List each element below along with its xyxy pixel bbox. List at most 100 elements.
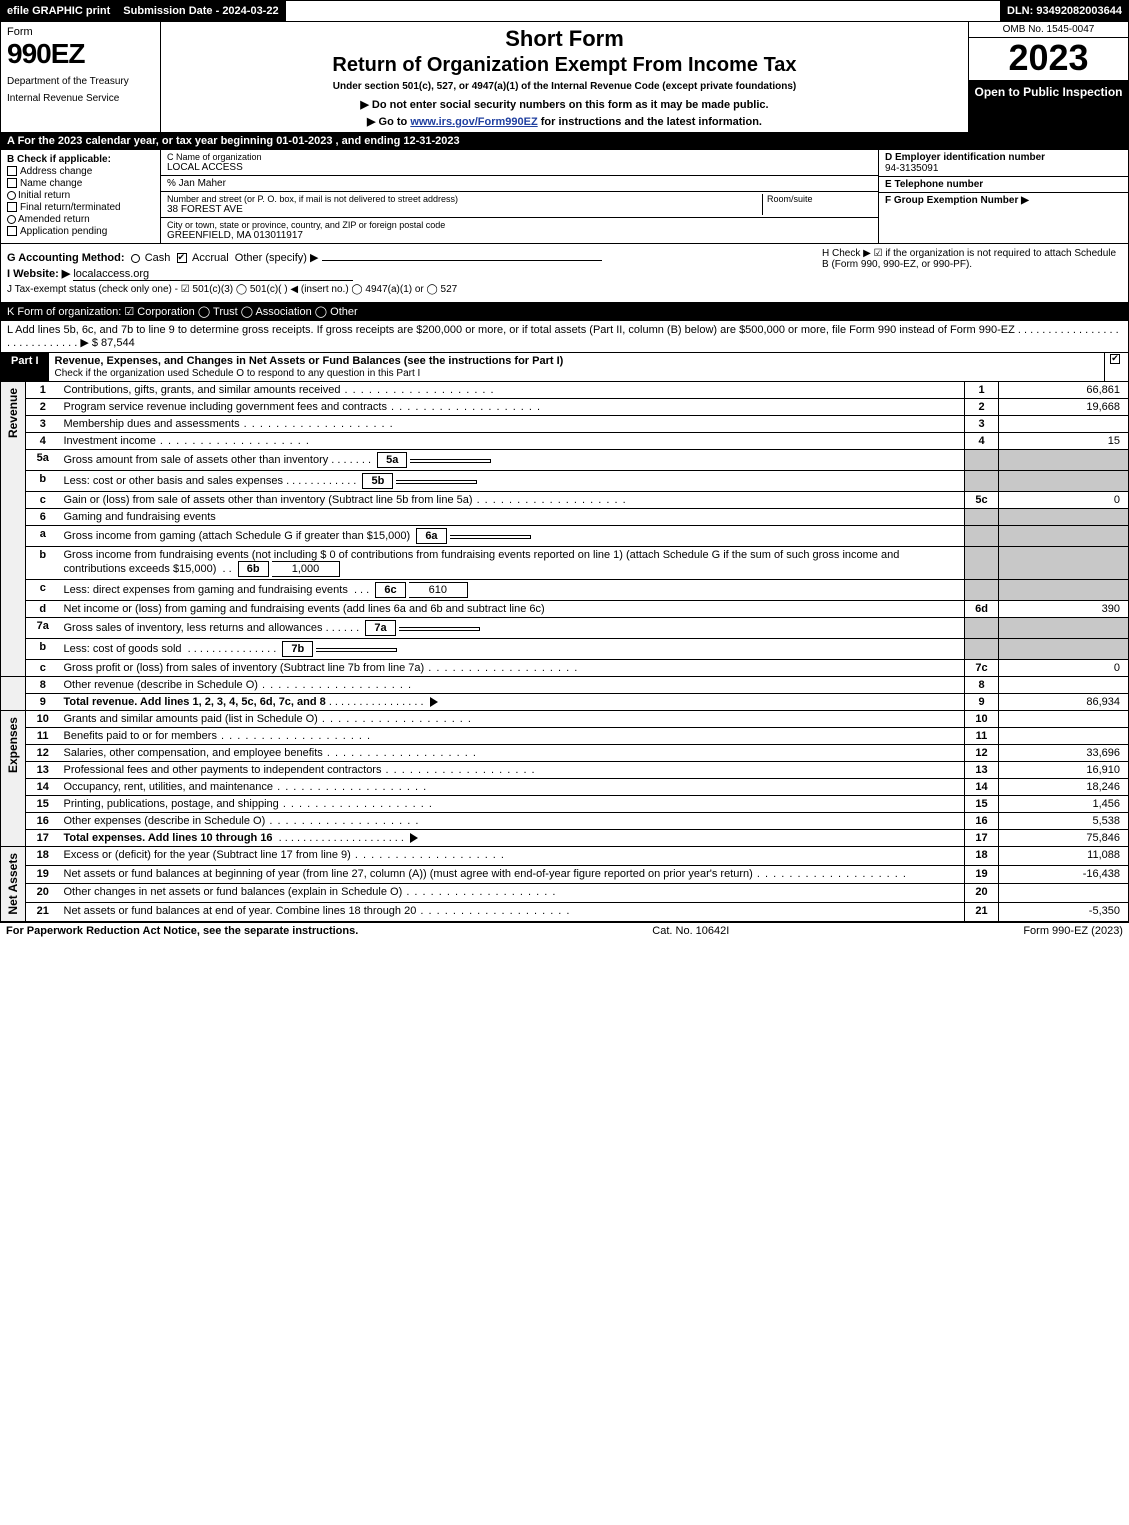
table-row: bGross income from fundraising events (n… — [1, 547, 1129, 580]
line-desc: Salaries, other compensation, and employ… — [60, 745, 965, 762]
g-other-input[interactable] — [322, 260, 602, 261]
mid-num: 6a — [416, 528, 446, 544]
j-line: J Tax-exempt status (check only one) - ☑… — [7, 284, 1122, 295]
mid-num: 7b — [282, 641, 313, 657]
chk-initial-return[interactable]: Initial return — [7, 190, 154, 201]
line-rn — [965, 526, 999, 547]
mid-val — [316, 648, 397, 652]
website-value[interactable]: localaccess.org — [73, 268, 353, 281]
line-desc: Less: cost or other basis and sales expe… — [64, 475, 284, 487]
g-other-label: Other (specify) ▶ — [235, 252, 319, 264]
table-row: 4Investment income415 — [1, 433, 1129, 450]
line-desc: Gaming and fundraising events — [60, 509, 965, 526]
line-val: 86,934 — [999, 694, 1129, 711]
line-rn: 11 — [965, 728, 999, 745]
line-val: 18,246 — [999, 779, 1129, 796]
g-cash-radio[interactable] — [131, 254, 140, 263]
omb-number: OMB No. 1545-0047 — [969, 22, 1128, 38]
g-label: G Accounting Method: — [7, 252, 125, 264]
arrow-icon — [410, 833, 418, 843]
g-accrual-check[interactable] — [177, 253, 187, 263]
mid-val — [410, 459, 491, 463]
chk-final-return[interactable]: Final return/terminated — [7, 202, 154, 213]
line-desc: Excess or (deficit) for the year (Subtra… — [60, 847, 965, 866]
part-i-checkbox[interactable] — [1104, 353, 1128, 381]
line-desc: Benefits paid to or for members — [60, 728, 965, 745]
line-val: -16,438 — [999, 865, 1129, 884]
efile-print[interactable]: efile GRAPHIC print — [1, 1, 117, 21]
e-label: E Telephone number — [885, 179, 1122, 190]
line-desc: Other changes in net assets or fund bala… — [60, 884, 965, 903]
chk-amended-return[interactable]: Amended return — [7, 214, 154, 225]
line-desc: Investment income — [60, 433, 965, 450]
line-desc: Gross income from fundraising events (no… — [64, 549, 900, 575]
mid-val — [450, 535, 531, 539]
line-rn: 3 — [965, 416, 999, 433]
header-mid: Short Form Return of Organization Exempt… — [161, 22, 968, 132]
table-row: 7aGross sales of inventory, less returns… — [1, 618, 1129, 639]
line-val — [999, 416, 1129, 433]
col-def: D Employer identification number 94-3135… — [878, 150, 1128, 243]
f-label: F Group Exemption Number ▶ — [885, 195, 1122, 206]
chk-final-return-label: Final return/terminated — [20, 202, 121, 213]
line-num: 21 — [26, 902, 60, 921]
c-city-row: City or town, state or province, country… — [161, 218, 878, 243]
mid-num: 7a — [365, 620, 395, 636]
line-rn: 10 — [965, 711, 999, 728]
line-rn: 8 — [965, 677, 999, 694]
mid-num: 5b — [362, 473, 393, 489]
table-row: 9Total revenue. Add lines 1, 2, 3, 4, 5c… — [1, 694, 1129, 711]
k-text: K Form of organization: ☑ Corporation ◯ … — [7, 306, 358, 318]
line-desc: Occupancy, rent, utilities, and maintena… — [60, 779, 965, 796]
row-a-period: A For the 2023 calendar year, or tax yea… — [0, 133, 1129, 150]
line-num: 2 — [26, 399, 60, 416]
chk-name-change[interactable]: Name change — [7, 178, 154, 189]
open-to-public: Open to Public Inspection — [969, 81, 1128, 132]
line-val — [999, 639, 1129, 660]
line-val: 75,846 — [999, 830, 1129, 847]
table-row: bLess: cost of goods sold . . . . . . . … — [1, 639, 1129, 660]
table-row: 20Other changes in net assets or fund ba… — [1, 884, 1129, 903]
line-val: 390 — [999, 601, 1129, 618]
mid-num: 5a — [377, 452, 407, 468]
line-val — [999, 728, 1129, 745]
table-row: 15Printing, publications, postage, and s… — [1, 796, 1129, 813]
line-val — [999, 471, 1129, 492]
line-rn: 7c — [965, 660, 999, 677]
line-num: 17 — [26, 830, 60, 847]
c-street-row: Number and street (or P. O. box, if mail… — [161, 192, 878, 218]
h-box: H Check ▶ ☑ if the organization is not r… — [822, 248, 1122, 270]
chk-application-pending[interactable]: Application pending — [7, 226, 154, 237]
form-header: Form 990EZ Department of the Treasury In… — [0, 22, 1129, 133]
line-rn: 6d — [965, 601, 999, 618]
dln: DLN: 93492082003644 — [1001, 1, 1128, 21]
col-b: B Check if applicable: Address change Na… — [1, 150, 161, 243]
table-row: 8Other revenue (describe in Schedule O)8 — [1, 677, 1129, 694]
title-short-form: Short Form — [169, 26, 960, 52]
table-row: 12Salaries, other compensation, and empl… — [1, 745, 1129, 762]
irs-link[interactable]: www.irs.gov/Form990EZ — [410, 116, 537, 128]
street: 38 FOREST AVE — [167, 204, 762, 215]
line-val: 19,668 — [999, 399, 1129, 416]
line-desc: Professional fees and other payments to … — [60, 762, 965, 779]
table-row: dNet income or (loss) from gaming and fu… — [1, 601, 1129, 618]
chk-address-change[interactable]: Address change — [7, 166, 154, 177]
table-row: cGross profit or (loss) from sales of in… — [1, 660, 1129, 677]
goto-pre: ▶ Go to — [367, 116, 410, 128]
line-val: 66,861 — [999, 382, 1129, 399]
line-rn: 15 — [965, 796, 999, 813]
line-rn: 4 — [965, 433, 999, 450]
table-row: 14Occupancy, rent, utilities, and mainte… — [1, 779, 1129, 796]
line-rn: 17 — [965, 830, 999, 847]
row-k: K Form of organization: ☑ Corporation ◯ … — [0, 303, 1129, 321]
table-row: 19Net assets or fund balances at beginni… — [1, 865, 1129, 884]
line-val: 0 — [999, 660, 1129, 677]
mid-num: 6c — [375, 582, 405, 598]
line-rn: 14 — [965, 779, 999, 796]
line-rn — [965, 450, 999, 471]
line-desc: Printing, publications, postage, and shi… — [60, 796, 965, 813]
page-footer: For Paperwork Reduction Act Notice, see … — [0, 922, 1129, 939]
dept-treasury: Department of the Treasury — [7, 76, 154, 87]
line-desc: Grants and similar amounts paid (list in… — [60, 711, 965, 728]
line-val — [999, 677, 1129, 694]
